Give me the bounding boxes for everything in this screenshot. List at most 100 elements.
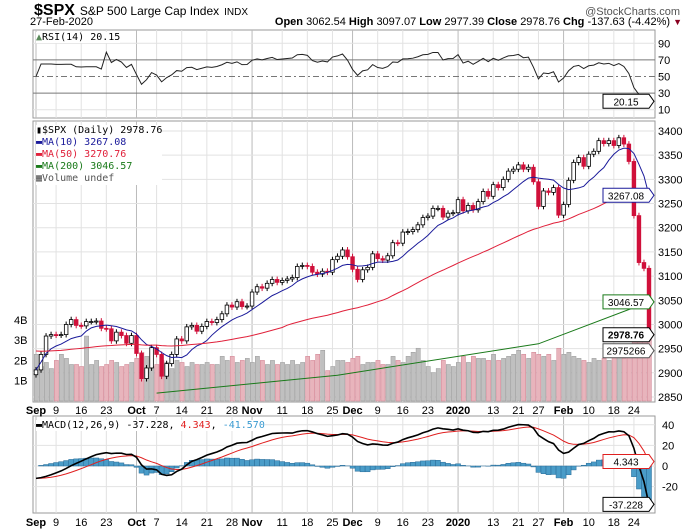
macd-histogram-bar [535, 465, 542, 473]
high-label: High [348, 16, 374, 28]
candle-body [79, 325, 84, 327]
macd-histogram-bar [254, 458, 260, 467]
candle-body [129, 335, 134, 344]
candle-body [124, 335, 129, 344]
candle-body [119, 331, 124, 336]
candle-body [511, 168, 516, 172]
rsi-icon: ▲ [36, 32, 43, 43]
macd-histogram-bar [284, 462, 290, 467]
macd-histogram-bar [319, 465, 326, 468]
macd-histogram-bar [475, 465, 481, 468]
candle-body [219, 313, 225, 321]
macd-histogram-bar [259, 459, 265, 467]
price-tick-label: 3150 [658, 247, 682, 259]
candle-body [33, 369, 39, 376]
macd-histogram-bar [585, 462, 592, 467]
ma200-line [156, 301, 650, 394]
volume-bar [636, 331, 642, 402]
macd-histogram-bar [239, 459, 245, 467]
rsi-tick-label: 10 [658, 105, 670, 117]
brand[interactable]: @StockCharts.com [585, 6, 680, 18]
ma50-line [35, 190, 650, 352]
candle-body [280, 280, 285, 283]
volume-bar [611, 354, 617, 402]
macd-histogram-bar [540, 465, 547, 474]
volume-bar [496, 360, 501, 402]
macd-histogram-bar [63, 460, 69, 467]
rsi-legend: ▲RSI(14) 20.15 [36, 32, 121, 43]
volume-bar [54, 360, 59, 402]
volume-bar [486, 360, 491, 402]
candle-body [506, 170, 511, 180]
volume-bar [380, 364, 386, 402]
candle-body [501, 178, 506, 188]
macd-histogram-bar [570, 465, 577, 471]
x-tick-label: 21 [201, 405, 213, 417]
price-tick-label: 3400 [658, 126, 682, 138]
close-tag-box [602, 327, 655, 343]
candle-body [330, 259, 335, 273]
macd-histogram-bar [510, 462, 517, 467]
candle-body [94, 320, 99, 323]
x-tick-label: 16 [75, 517, 87, 529]
candle-body [435, 207, 441, 210]
macd-histogram-bar [550, 465, 557, 475]
volume-bar [365, 362, 371, 402]
candle-body [571, 162, 576, 181]
volume-bar [395, 360, 401, 402]
macd-histogram-bar [53, 462, 59, 467]
volume-tick-label: 2B [14, 355, 27, 367]
macd-value: -37.228 [126, 420, 169, 431]
x-tick-label: 9 [53, 517, 59, 529]
macd-histogram-bar [249, 459, 255, 467]
volume-bar [300, 362, 305, 402]
rsi-tag-box [602, 93, 655, 109]
volume-bar [194, 364, 200, 402]
macd-histogram-bar [520, 462, 527, 467]
x-tick-label: 28 [226, 405, 238, 417]
candle-body [586, 153, 591, 167]
volume-bar [556, 347, 562, 402]
macd-histogram-bar [515, 462, 522, 467]
candle-body [244, 305, 250, 308]
macd-histogram-bar [500, 464, 507, 467]
candle-body [375, 253, 380, 260]
volume-bar [591, 358, 597, 402]
macd-hist: -41.570 [222, 420, 265, 431]
macd-line [35, 423, 650, 505]
x-tick-label: 25 [326, 517, 338, 529]
x-tick-label: Nov [242, 405, 264, 417]
candle-body [566, 179, 571, 205]
volume-bar [601, 358, 607, 402]
macd-histogram-bar [219, 458, 225, 467]
candle-body [139, 353, 144, 380]
quote-summary: Open 3062.54 High 3097.07 Low 2977.39 Cl… [275, 16, 682, 28]
macd-tag: -37.228 [609, 500, 643, 511]
volume-bar [501, 358, 506, 402]
volume-bar [345, 362, 351, 402]
rsi-tick-label: 50 [658, 72, 670, 84]
volume-bar [390, 356, 396, 402]
candle-body [68, 319, 74, 325]
macd-histogram-bar [123, 464, 130, 467]
x-tick-label: 27 [532, 405, 544, 417]
macd-histogram-bar [269, 459, 275, 467]
candle-body [581, 157, 586, 167]
volume-bar [239, 360, 245, 402]
candle-body [596, 140, 601, 152]
price-tick-label: 3100 [658, 271, 682, 283]
price-tick-label: 3200 [658, 223, 682, 235]
candle-body [616, 137, 622, 146]
chg-value: -137.63 (-4.42%) [587, 16, 671, 28]
macd-histogram-bar [445, 463, 451, 467]
volume-bar [350, 358, 356, 402]
macd-histogram-bar [440, 461, 446, 467]
macd-histogram-bar [108, 461, 115, 467]
x-tick-label: 25 [326, 405, 338, 417]
macd-histogram-bar [490, 464, 496, 467]
macd-histogram-bar [596, 459, 602, 467]
volume-bar [330, 366, 336, 402]
candle-body [536, 181, 541, 207]
volume-bar [43, 362, 49, 402]
